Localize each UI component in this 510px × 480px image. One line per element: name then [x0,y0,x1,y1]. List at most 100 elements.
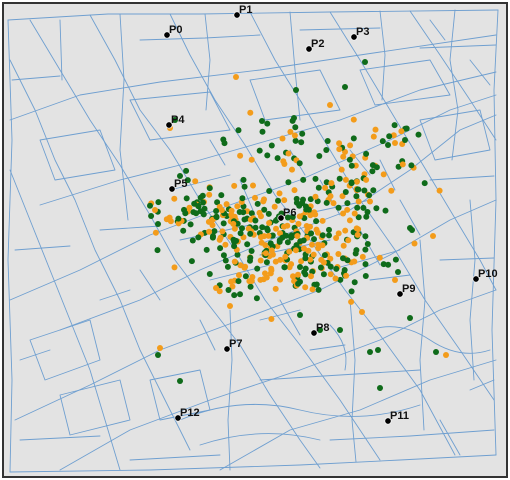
death-marker [187,221,194,228]
pump-p7[interactable]: P7 [223,338,243,353]
death-marker [284,239,291,246]
street [227,309,233,471]
death-marker [183,195,190,202]
death-marker [300,176,307,183]
death-marker [177,378,183,384]
death-marker [247,283,254,290]
death-marker [293,242,300,249]
death-marker [398,128,405,135]
street [7,9,499,21]
street [14,199,497,421]
death-marker [217,245,224,252]
death-marker [250,182,256,189]
pump-p4[interactable]: P4 [165,114,186,129]
death-marker [348,180,355,187]
death-marker [197,194,204,201]
death-marker [237,230,244,237]
death-marker [252,224,259,231]
pump-label: P6 [283,207,296,219]
death-marker [222,241,229,248]
pump-p8[interactable]: P8 [310,322,330,337]
death-marker [341,267,348,273]
pump-p12[interactable]: P12 [174,407,200,422]
death-marker [183,167,190,174]
death-marker [347,142,354,149]
street [169,174,231,191]
death-marker [335,230,342,237]
death-marker [362,261,369,268]
pump-p3[interactable]: P3 [350,26,370,41]
death-marker [322,184,329,191]
death-marker [359,309,365,315]
death-marker [312,193,319,200]
death-marker [335,204,342,211]
death-marker [382,207,389,214]
death-marker [361,187,368,194]
death-marker [301,269,308,276]
death-marker [319,217,326,224]
pump-p0[interactable]: P0 [163,24,183,39]
pump-p11[interactable]: P11 [384,410,409,425]
death-marker [351,210,358,217]
pump-markers: P0 P1 P2 P3 P4 P5 P6 P7 P8 P9 P10 P11 P12 [163,4,498,425]
street [349,299,357,463]
death-marker [307,223,313,230]
street [399,199,421,236]
death-marker [231,243,238,250]
death-marker [353,225,360,232]
death-marker [220,220,227,227]
street [379,159,396,191]
death-marker [227,303,233,309]
death-marker [346,156,353,163]
street [59,19,63,81]
pump-p2[interactable]: P2 [305,38,325,53]
pump-label: P8 [316,322,329,334]
street [359,59,451,106]
death-marker [181,206,187,213]
death-marker [284,222,291,229]
death-marker [206,271,213,277]
death-marker [276,237,283,244]
pump-p5[interactable]: P5 [168,178,188,193]
death-marker [263,259,270,266]
pump-label: P7 [229,338,242,350]
death-marker [200,211,207,218]
death-marker [258,239,265,246]
death-marker [411,240,418,247]
death-marker [296,213,303,220]
death-marker [340,210,347,217]
pump-p10[interactable]: P10 [472,268,498,283]
street [139,34,261,41]
death-marker [291,132,298,139]
death-marker [152,229,159,236]
death-marker [285,179,292,186]
death-marker [298,139,305,146]
death-marker [172,117,178,123]
death-marker [259,224,266,231]
pump-p6[interactable]: P6 [277,207,297,222]
street [419,239,426,431]
street [14,245,71,251]
death-marker [264,120,271,127]
street [249,69,341,121]
death-marker [259,128,266,135]
pump-p1[interactable]: P1 [233,4,253,19]
death-marker [210,233,216,240]
pump-p9[interactable]: P9 [396,283,416,298]
death-marker [379,138,386,145]
death-marker [262,270,268,277]
death-marker [231,292,238,299]
death-marker [324,138,331,144]
death-marker [351,258,358,265]
death-marker [391,122,398,129]
street [209,139,226,166]
pump-label: P5 [174,178,187,190]
death-marker [264,152,271,159]
death-marker [155,221,161,227]
death-marker [297,312,303,318]
death-marker [355,214,362,221]
pump-icon [396,290,404,298]
street [89,14,381,461]
